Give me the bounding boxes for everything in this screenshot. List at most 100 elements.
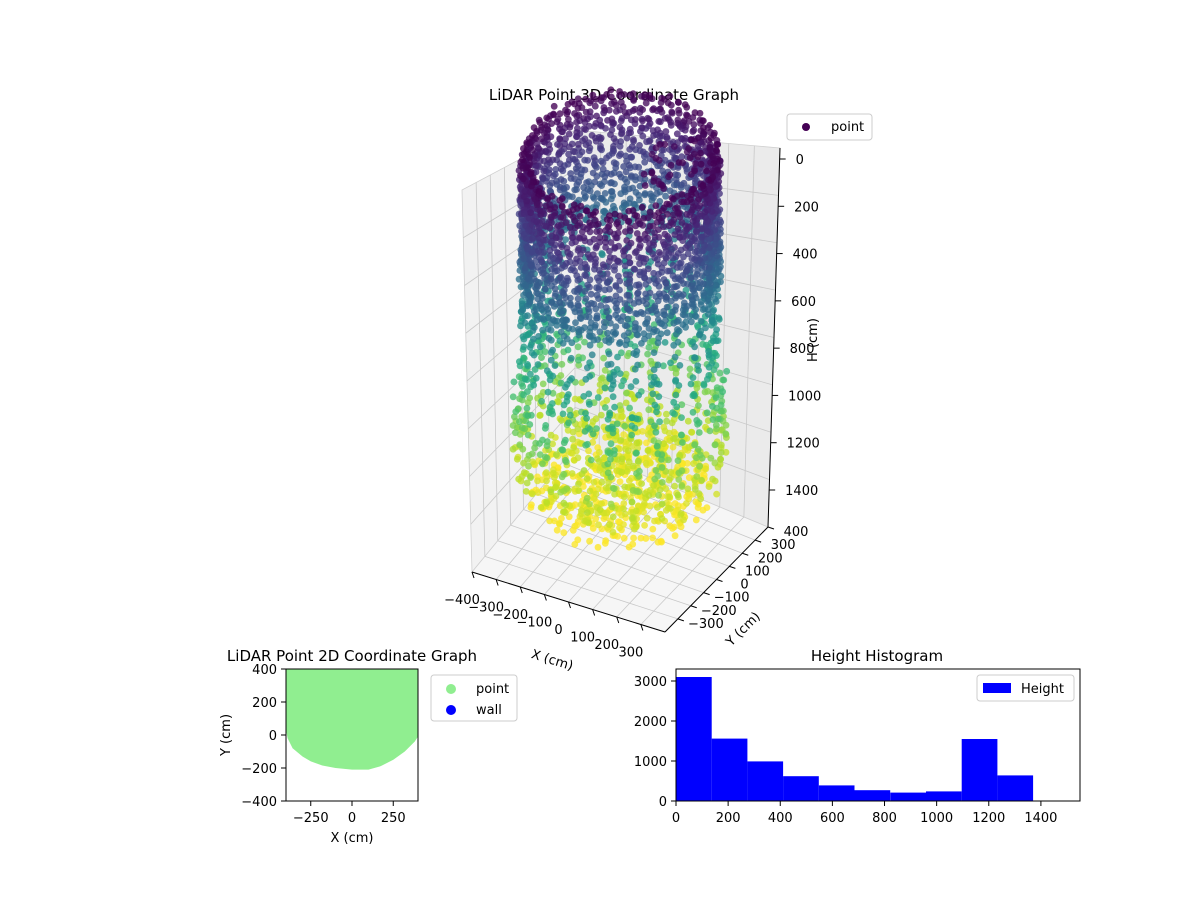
- scatter-point: [536, 224, 543, 232]
- scatter-point: [706, 143, 714, 151]
- scatter-point: [632, 222, 640, 230]
- scatter-point: [556, 125, 563, 133]
- y-tick-label-2d: −400: [241, 795, 277, 810]
- scatter-point: [509, 393, 517, 401]
- scatter-point: [642, 290, 649, 298]
- scatter-point: [516, 418, 523, 426]
- y-tick-label-3d: 400: [784, 525, 809, 540]
- scatter-point: [534, 477, 541, 485]
- scatter-point: [650, 349, 658, 356]
- scatter-point: [562, 236, 569, 244]
- scatter-point: [533, 282, 541, 289]
- scatter-point: [719, 388, 726, 396]
- scatter-point: [574, 222, 581, 230]
- scatter-point: [591, 216, 599, 224]
- scatter-point: [662, 192, 669, 200]
- scatter-point: [603, 270, 611, 278]
- scatter-point: [566, 411, 574, 419]
- scatter-point: [562, 384, 569, 391]
- scatter-point: [562, 106, 569, 114]
- scatter-point: [559, 410, 567, 418]
- scatter-point: [671, 231, 679, 239]
- scatter-point: [616, 170, 623, 178]
- scatter-point: [559, 316, 567, 324]
- scatter-point: [512, 429, 519, 437]
- scatter-point: [577, 264, 585, 271]
- scatter-point: [541, 275, 548, 282]
- scatter-point: [597, 302, 605, 309]
- scatter-point: [520, 343, 528, 351]
- scatter-point: [575, 325, 582, 333]
- scatter-point: [608, 179, 615, 186]
- scatter-point: [707, 454, 715, 462]
- scatter-point: [584, 440, 591, 448]
- scatter-point: [712, 147, 720, 155]
- scatter-point: [667, 359, 674, 367]
- scatter-point: [584, 301, 592, 308]
- scatter-point: [596, 506, 604, 514]
- scatter-point: [518, 424, 526, 432]
- scatter-point: [520, 210, 528, 218]
- scatter-point: [686, 312, 694, 320]
- scatter-point: [574, 295, 582, 303]
- scatter-point: [550, 102, 558, 110]
- scatter-point: [722, 430, 730, 438]
- scatter-point: [609, 513, 617, 521]
- ticks-3d: −400−300−200−100 0 100 200 300−300−200−10001…: [444, 153, 821, 661]
- scatter-point: [627, 116, 635, 124]
- scatter-point: [653, 442, 661, 450]
- y-tick-label-3d: 100: [745, 564, 770, 579]
- scatter-point: [609, 528, 617, 536]
- z-tick-label-3d: 800: [790, 342, 815, 357]
- scatter-point: [530, 335, 537, 343]
- scatter-point: [599, 165, 607, 173]
- scatter-point: [688, 428, 695, 436]
- scatter-point: [531, 366, 539, 373]
- scatter-point: [687, 293, 695, 300]
- scatter-point: [590, 195, 598, 202]
- histogram-x-tick-label: 200: [716, 811, 741, 826]
- scatter-point: [636, 109, 644, 116]
- scatter-point: [634, 289, 642, 297]
- scatter-point: [581, 156, 589, 164]
- scatter-point: [712, 421, 720, 429]
- scatter-point: [564, 100, 572, 108]
- histogram-legend-swatch: [983, 683, 1011, 693]
- scatter-point: [581, 338, 588, 346]
- scatter-point: [572, 259, 579, 267]
- scatter-point: [599, 159, 607, 167]
- scatter-point: [665, 476, 673, 484]
- scatter-point: [531, 324, 538, 331]
- scatter-point: [690, 460, 697, 467]
- scatter-point: [620, 247, 627, 255]
- scatter-point: [641, 490, 649, 497]
- scatter-point: [527, 209, 534, 217]
- scatter-point: [605, 478, 612, 486]
- scatter-point: [678, 153, 686, 161]
- scatter-point: [669, 254, 677, 262]
- scatter-point: [614, 353, 621, 361]
- scatter-point: [612, 311, 619, 319]
- scatter-point: [705, 347, 712, 355]
- scatter-point: [669, 443, 677, 451]
- scatter-point: [565, 150, 572, 158]
- scatter-point: [604, 424, 612, 432]
- scatter-point: [687, 171, 695, 178]
- y-tick-3d: [767, 526, 775, 530]
- scatter-point: [626, 146, 634, 153]
- scatter-point: [636, 182, 644, 190]
- scatter-point: [604, 117, 611, 124]
- scatter-point: [631, 525, 638, 533]
- scatter-point: [519, 280, 527, 288]
- histogram-legend-box: [976, 674, 1075, 702]
- scatter-point: [520, 459, 527, 467]
- scatter-point: [712, 281, 720, 289]
- scatter-point: [556, 520, 563, 528]
- scatter-point: [702, 465, 710, 473]
- scatter-point: [593, 112, 600, 120]
- scatter-point: [539, 326, 546, 334]
- scatter-point: [557, 328, 565, 336]
- scatter-point: [546, 376, 554, 384]
- scatter-point: [700, 289, 707, 297]
- scatter-point: [652, 428, 660, 436]
